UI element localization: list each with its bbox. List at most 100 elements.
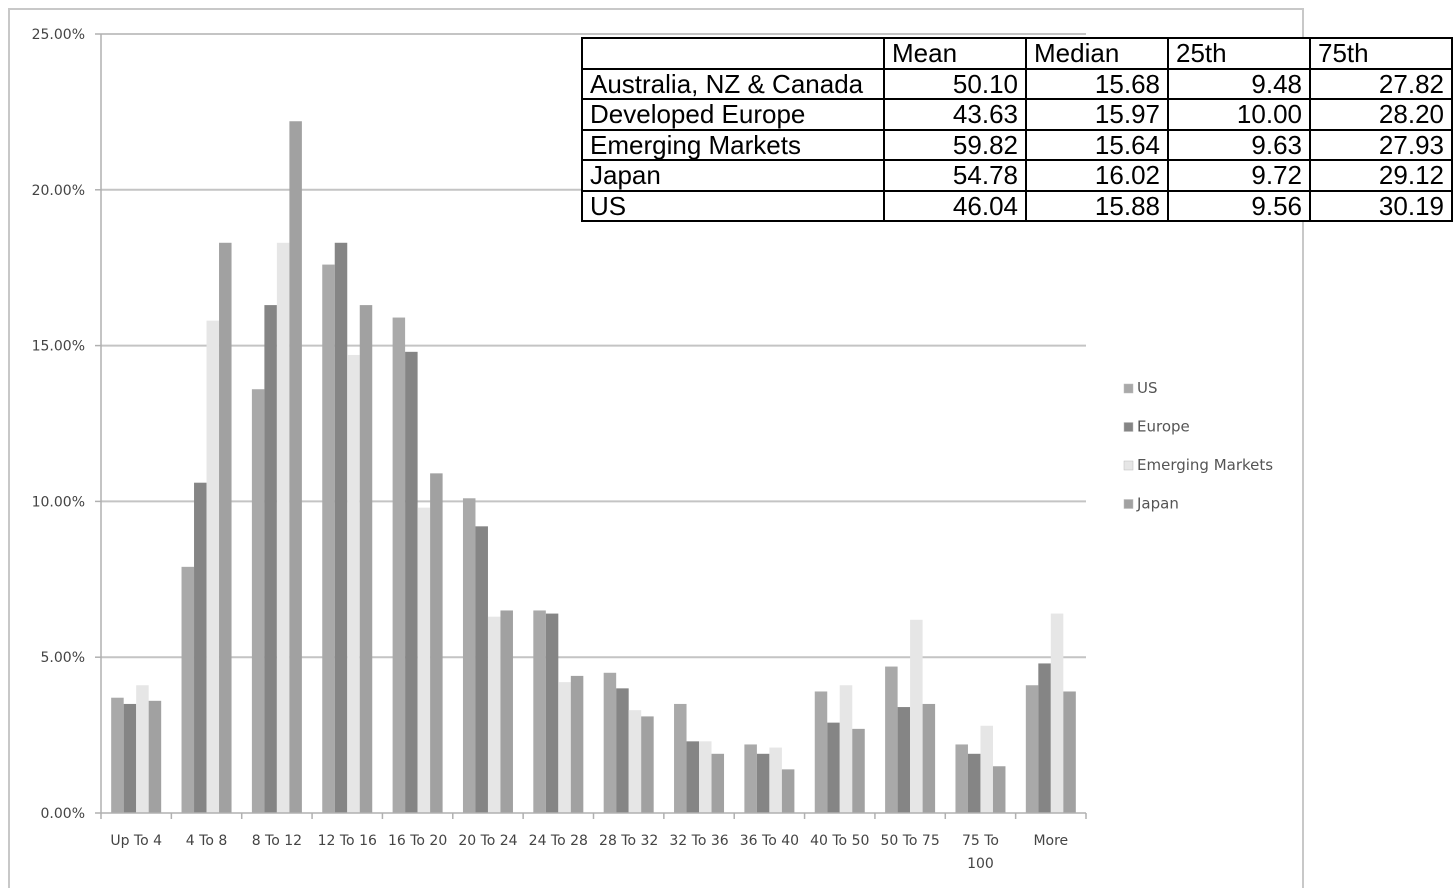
bar-japan [852,728,865,813]
bar-europe [545,613,559,813]
table-cell-mean: 54.78 [883,159,1027,192]
bar-japan [500,610,513,813]
table-cell-75th: 27.93 [1309,128,1453,161]
table-header-75th: 75th [1309,37,1453,70]
table-cell-region: Australia, NZ & Canada [581,67,885,100]
table-header-row: Mean Median 25th 75th [581,37,1453,70]
bar-us [1025,685,1039,813]
x-tick-label: 50 To 75 [880,833,939,849]
table-cell-25th: 10.00 [1167,98,1311,131]
y-tick-label: 25.00% [32,27,85,43]
table-header-25th: 25th [1167,37,1311,70]
bar-emerging-markets [417,507,431,813]
table-cell-median: 15.64 [1025,128,1169,161]
table-cell-median: 15.88 [1025,189,1169,222]
bar-us [392,317,406,813]
bar-emerging-markets [487,616,501,813]
bar-japan [219,242,232,814]
bar-us [955,744,968,813]
table-cell-mean: 50.10 [883,67,1027,100]
x-tick-label: 16 To 20 [388,833,447,849]
bar-emerging-markets [136,685,149,813]
table-cell-25th: 9.63 [1167,128,1311,161]
bar-us [111,697,124,813]
legend-label: US [1137,379,1158,397]
axes: 0.00% 5.00% 10.00% 15.00% 20.00% 25.00% Up To … [32,27,1087,872]
bar-europe [967,753,981,813]
legend-swatch [1123,460,1134,471]
bar-japan [922,703,936,813]
bar-japan [430,473,443,813]
bar-us [462,498,476,813]
y-tick-label: 10.00% [32,494,85,510]
bar-us [533,610,546,813]
bar-emerging-markets [839,685,853,813]
bar-japan [148,700,162,813]
table-cell-mean: 43.63 [883,98,1027,131]
bar-emerging-markets [558,682,571,813]
bar-japan [711,753,725,813]
table-cell-75th: 27.82 [1309,67,1453,100]
bar-us [603,672,617,813]
bar-us [674,703,687,813]
legend-label: Europe [1137,418,1190,436]
table-row: Developed Europe 43.63 15.97 10.00 28.20 [581,98,1453,131]
bar-us [251,389,265,813]
bar-europe [686,741,700,813]
table-cell-75th: 28.20 [1309,98,1453,131]
bar-europe [897,707,911,813]
x-tick-label: 8 To 12 [252,833,302,849]
table-cell-median: 16.02 [1025,159,1169,192]
bar-japan [1063,691,1076,813]
bar-us [814,691,828,813]
x-tick-label: 32 To 36 [669,833,728,849]
y-tick-label: 0.00% [41,806,85,822]
bar-japan [641,716,654,813]
x-tick-label: 20 To 24 [458,833,517,849]
bar-europe [616,688,629,813]
x-tick-label: More [1033,833,1068,849]
legend: US Europe Emerging Markets Japan [1123,379,1273,513]
bar-japan [570,675,584,813]
legend-swatch [1123,499,1134,509]
bar-emerging-markets [347,354,360,813]
table-cell-region: US [581,189,885,222]
bar-emerging-markets [769,747,782,813]
bar-europe [334,242,348,814]
bar-us [322,264,335,814]
bar-us [181,566,195,813]
bar-europe [827,722,840,813]
bar-europe [1038,663,1051,813]
table-header-cell [581,37,885,70]
bars [111,121,1076,814]
statistics-table: Mean Median 25th 75th Australia, NZ & Ca… [581,37,1453,222]
x-tick-label: 100 [967,856,994,872]
table-cell-region: Developed Europe [581,98,885,131]
legend-label: Japan [1136,495,1179,513]
bar-emerging-markets [910,619,923,813]
x-tick-label: 40 To 50 [810,833,869,849]
x-tick-label: 24 To 28 [529,833,588,849]
table-row: Japan 54.78 16.02 9.72 29.12 [581,159,1453,192]
table-row: Emerging Markets 59.82 15.64 9.63 27.93 [581,128,1453,161]
table-cell-median: 15.68 [1025,67,1169,100]
bar-europe [123,703,137,813]
table-cell-median: 15.97 [1025,98,1169,131]
table-cell-mean: 59.82 [883,128,1027,161]
bar-emerging-markets [1050,613,1064,813]
bar-europe [475,526,488,813]
table-cell-mean: 46.04 [883,189,1027,222]
bar-emerging-markets [699,741,712,813]
legend-swatch [1123,422,1134,432]
table-cell-25th: 9.72 [1167,159,1311,192]
chart-frame [8,8,1304,888]
bar-europe [194,482,207,813]
y-tick-label: 15.00% [32,339,85,355]
x-tick-label: 28 To 32 [599,833,658,849]
bar-emerging-markets [206,320,220,813]
x-tick-label: Up To 4 [110,833,162,849]
bar-emerging-markets [276,242,290,814]
bar-japan [781,769,795,813]
table-row: Australia, NZ & Canada 50.10 15.68 9.48 … [581,67,1453,100]
